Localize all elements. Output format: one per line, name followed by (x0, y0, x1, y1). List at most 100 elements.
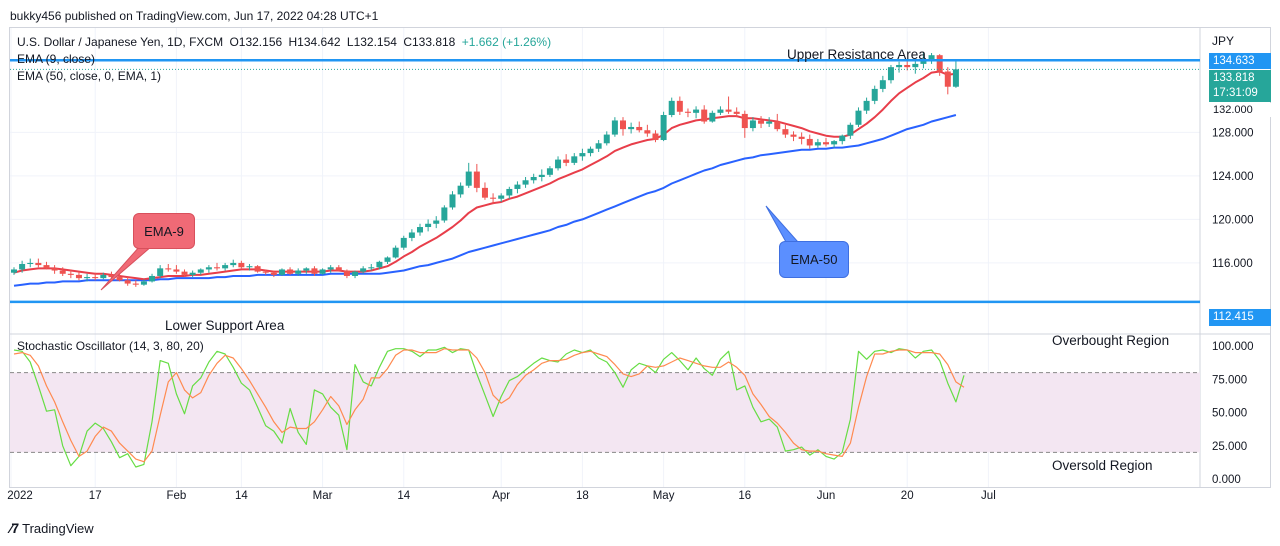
candle (327, 265, 334, 273)
oversold-label: Oversold Region (1052, 458, 1153, 473)
x-tick-label: May (653, 490, 675, 502)
candle (798, 132, 805, 145)
candle-body (879, 80, 886, 89)
candle (814, 138, 821, 148)
x-tick-label: 14 (235, 490, 248, 502)
candle (408, 229, 415, 242)
y-tick-label: 116.000 (1212, 258, 1253, 270)
candle-body (197, 269, 204, 273)
candle (376, 260, 383, 270)
candle-body (831, 141, 838, 145)
stochastic-band (10, 372, 1200, 453)
hidden-price-tick: 132.000 (1209, 103, 1271, 117)
candle (222, 262, 229, 271)
candle-body (124, 280, 131, 284)
candle (611, 117, 618, 137)
candle-body (181, 271, 188, 275)
candle (741, 110, 748, 138)
footer-brand-name: TradingView (22, 520, 94, 536)
candle (936, 54, 943, 76)
stoch-tick-label: 100.000 (1212, 341, 1254, 353)
candles-series (11, 51, 959, 287)
candle (847, 122, 854, 139)
upper-resistance-label: Upper Resistance Area (787, 47, 926, 62)
legend-ema9: EMA (9, close) (17, 52, 96, 66)
candle-body (636, 126, 643, 131)
candle (944, 67, 951, 95)
lower-support-label: Lower Support Area (165, 318, 285, 333)
candle (709, 110, 716, 123)
candle-body (936, 55, 943, 72)
candle (303, 267, 310, 274)
candle (449, 191, 456, 210)
candle (384, 256, 391, 265)
x-tick-label: Mar (313, 490, 333, 502)
candle-body (59, 270, 66, 274)
candle (725, 96, 732, 114)
candle (896, 61, 903, 73)
stoch-tick-label: 75.000 (1212, 374, 1247, 386)
candle-body (595, 143, 602, 149)
candle (620, 117, 626, 136)
candle (823, 137, 829, 147)
candle (189, 270, 196, 278)
x-tick-label: Jun (817, 490, 836, 502)
candle-body (35, 262, 42, 266)
legend-symbol-row: U.S. Dollar / Japanese Yen, 1D, FXCM O13… (17, 35, 551, 49)
candle (514, 181, 521, 194)
ema9-line (13, 70, 957, 281)
legend-close: C133.818 (403, 35, 456, 49)
candle-body (684, 111, 691, 113)
candle-body (352, 271, 359, 276)
candle (35, 258, 42, 268)
candle (522, 177, 529, 188)
candle (839, 134, 846, 145)
candle (116, 273, 123, 282)
candle (595, 140, 602, 152)
candle-body (798, 136, 805, 139)
overbought-label: Overbought Region (1052, 333, 1170, 348)
candle (278, 268, 285, 276)
candle-body (782, 129, 789, 135)
candle-body (498, 195, 505, 199)
candle (19, 260, 26, 273)
bar-countdown: 17:31:09 (1213, 87, 1258, 99)
candle (352, 270, 359, 279)
candle-body (774, 121, 781, 130)
legend-high: H134.642 (288, 35, 341, 49)
candle (149, 273, 156, 283)
chart-frame (9, 27, 1271, 488)
candle-body (806, 138, 813, 146)
candle (887, 64, 894, 84)
candle-body (303, 268, 310, 271)
candle (311, 266, 318, 276)
candle (603, 131, 610, 146)
candle-body (149, 275, 156, 282)
candle (51, 265, 58, 274)
candle (506, 186, 513, 199)
candle-body (823, 142, 829, 145)
candle-body (887, 67, 894, 81)
candle-body (92, 277, 99, 279)
candle (928, 53, 935, 64)
candle (425, 219, 432, 232)
candle (579, 148, 586, 161)
x-tick-label: 20 (901, 490, 914, 502)
y-tick-label: 120.000 (1212, 214, 1254, 226)
candle-body (538, 174, 545, 177)
candle-body (27, 262, 34, 265)
candle (831, 140, 838, 148)
candle (417, 223, 423, 236)
candle (108, 271, 115, 279)
support-price-tag: 112.415 (1209, 309, 1271, 326)
candle-body (620, 120, 626, 130)
candle-body (116, 277, 123, 281)
candle-body (790, 134, 797, 137)
candle-body (335, 267, 342, 271)
stoch-tick-label: 0.000 (1212, 474, 1241, 486)
candle (749, 117, 756, 132)
candle (262, 269, 269, 275)
candle (11, 267, 17, 275)
candle (782, 124, 789, 138)
